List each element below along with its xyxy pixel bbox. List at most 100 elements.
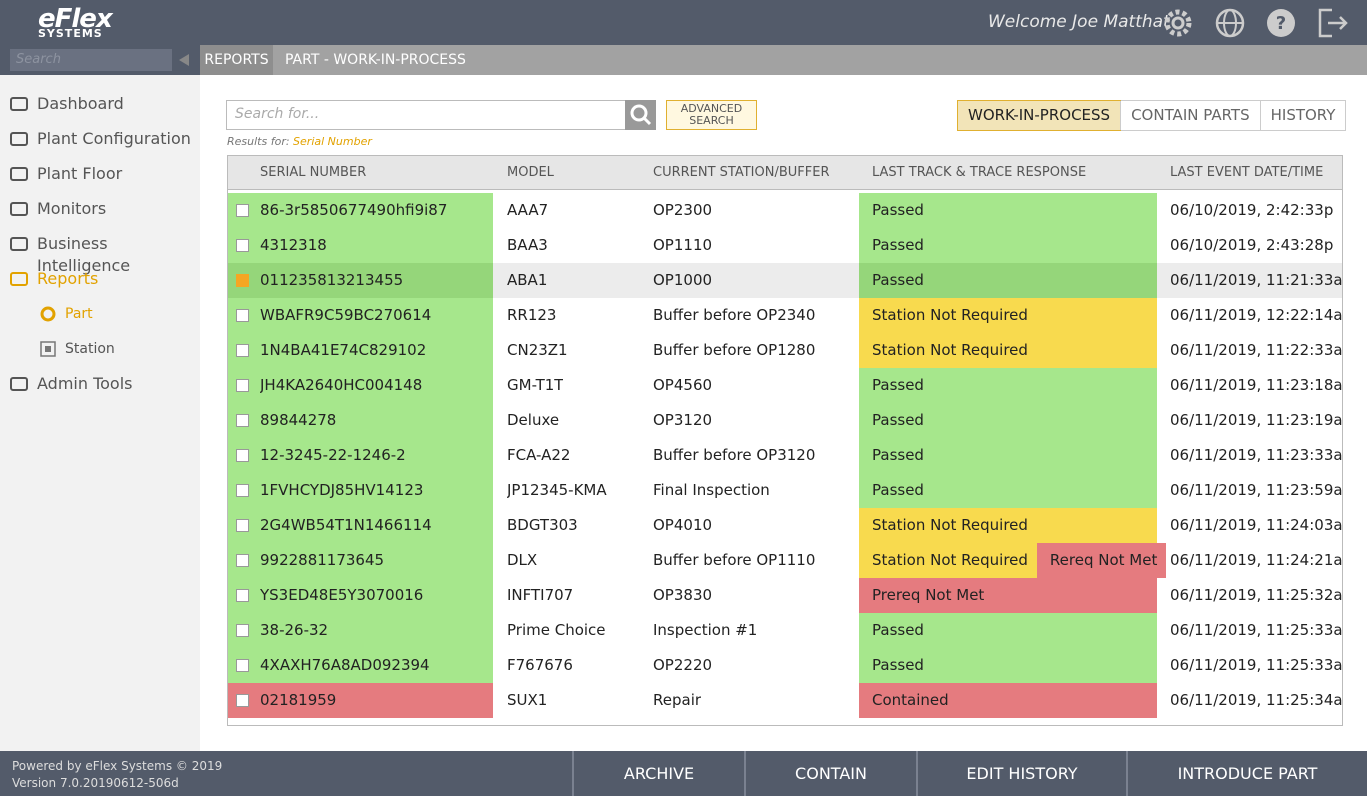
serial-bg <box>228 613 493 648</box>
table-row[interactable]: 2G4WB54T1N1466114 BDGT303 OP4010 Station No… <box>228 508 1342 543</box>
serial: 011235813213455 <box>260 271 404 289</box>
date: 06/11/2019, 11:24:21a <box>1170 551 1343 569</box>
footer: Powered by eFlex Systems © 2019 Version … <box>0 751 1367 796</box>
checkbox[interactable] <box>236 239 249 252</box>
checkbox[interactable] <box>236 624 249 637</box>
advanced-search[interactable]: ADVANCED SEARCH <box>666 100 757 130</box>
checkbox[interactable] <box>236 554 249 567</box>
nav-item[interactable]: Admin Tools <box>37 374 133 393</box>
model: BDGT303 <box>507 516 578 534</box>
nav-item[interactable]: Monitors <box>37 199 107 218</box>
table-row[interactable]: 38-26-32 Prime Choice Inspection #1 Passed 0… <box>228 613 1343 648</box>
table-row[interactable]: 1N4BA41E74C829102 CN23Z1 Buffer before OP1… <box>228 333 1342 368</box>
sidebar-search[interactable]: Search <box>10 49 172 71</box>
checkbox[interactable] <box>236 449 249 462</box>
responses: Passed <box>859 263 1157 298</box>
table-row[interactable]: 12-3245-22-1246-2 FCA-A22 Buffer before OP… <box>228 438 1342 473</box>
station: Buffer before OP1280 <box>653 341 816 359</box>
table-row[interactable]: 89844278 Deluxe OP3120 Passed 06/11/2019, 11… <box>228 403 1343 438</box>
table-row[interactable]: 4312318 BAA3 OP1110 Passed 06/10/2019, 2:43:… <box>228 228 1342 263</box>
station: Buffer before OP2340 <box>653 306 816 324</box>
nav-item[interactable]: Station <box>65 341 115 357</box>
footer-button[interactable]: EDIT HISTORY <box>916 751 1126 796</box>
nav-item[interactable]: Reports <box>37 269 99 288</box>
checkbox[interactable] <box>236 484 249 497</box>
column-header: SERIAL NUMBER <box>260 165 367 180</box>
breadcrumb: REPORTS PART - WORK-IN-PROCESS <box>200 45 1367 75</box>
station: Inspection #1 <box>653 621 758 639</box>
table-row[interactable]: 011235813213455 ABA1 OP1000 Passed 06/11/201… <box>228 263 1342 298</box>
date: 06/11/2019, 11:25:33a <box>1170 621 1343 639</box>
serial-bg <box>228 263 493 298</box>
response: Passed <box>859 228 1157 263</box>
response: Passed <box>859 403 1157 438</box>
date: 06/11/2019, 11:23:19a <box>1170 411 1343 429</box>
table-row[interactable]: 86-3r5850677490hfi9i87 AAA7 OP2300 Passed 06… <box>228 193 1342 228</box>
tab[interactable]: HISTORY <box>1259 101 1346 130</box>
tab[interactable]: CONTAIN PARTS <box>1120 101 1260 130</box>
header-icons[interactable]: ? <box>1160 6 1350 40</box>
nav-icon <box>10 202 28 216</box>
checkbox[interactable] <box>236 519 249 532</box>
date: 06/10/2019, 2:42:33p <box>1170 201 1334 219</box>
checkbox[interactable] <box>236 414 249 427</box>
nav-item[interactable]: Plant Configuration <box>37 129 191 148</box>
response: Passed <box>859 473 1157 508</box>
footer-button[interactable]: ARCHIVE <box>572 751 744 796</box>
checkbox[interactable] <box>236 379 249 392</box>
response: Rereq Not Met <box>1036 543 1167 578</box>
station: OP3830 <box>653 586 713 604</box>
crumb[interactable]: REPORTS <box>200 45 273 75</box>
responses: Passed <box>859 613 1157 648</box>
nav-item[interactable]: Dashboard <box>37 94 124 113</box>
checkbox[interactable] <box>236 344 249 357</box>
model: CN23Z1 <box>507 341 568 359</box>
nav-item[interactable]: Plant Floor <box>37 164 123 183</box>
nav-item[interactable]: Business Intelligence <box>37 234 131 275</box>
serial: 2G4WB54T1N1466114 <box>260 516 432 534</box>
serial: 02181959 <box>260 691 337 709</box>
search-input[interactable]: Search for... <box>226 100 626 130</box>
nav-item[interactable]: Part <box>65 306 93 322</box>
checkbox[interactable] <box>236 659 249 672</box>
model: Prime Choice <box>507 621 606 639</box>
footer-button[interactable]: INTRODUCE PART <box>1126 751 1367 796</box>
responses: Prereq Not Met <box>859 578 1157 613</box>
table-row[interactable]: 02181959 SUX1 Repair Contained 06/11/2019, 1… <box>228 683 1342 718</box>
serial-bg <box>228 473 493 508</box>
checkbox[interactable] <box>236 204 249 217</box>
model: SUX1 <box>507 691 548 709</box>
serial: 9922881173645 <box>260 551 385 569</box>
table-row[interactable]: WBAFR9C59BC270614 RR123 Buffer before OP23… <box>228 298 1342 333</box>
table-row[interactable]: 4XAXH76A8AD092394 F767676 OP2220 Passed 06/1… <box>228 648 1342 683</box>
responses: Passed <box>859 403 1157 438</box>
nav-icon <box>40 306 56 322</box>
collapse-icon[interactable] <box>178 54 190 66</box>
checkbox[interactable] <box>236 694 249 707</box>
footer-button[interactable]: CONTAIN <box>744 751 916 796</box>
responses: Passed <box>859 193 1157 228</box>
station: OP1000 <box>653 271 713 289</box>
sidebar-search-bar: Search <box>0 45 200 75</box>
results-for: Results for: Serial Number <box>227 135 372 148</box>
checkbox[interactable] <box>236 309 249 322</box>
header: eFlex SYSTEMS Welcome Joe Matthat ? <box>0 0 1367 45</box>
serial: 1N4BA41E74C829102 <box>260 341 427 359</box>
table-row[interactable]: 9922881173645 DLX Buffer before OP1110 Stat… <box>228 543 1343 578</box>
date: 06/11/2019, 11:23:18a <box>1170 376 1343 394</box>
table-row[interactable]: JH4KA2640HC004148 GM-T1T OP4560 Passed 06/11… <box>228 368 1343 403</box>
search-button[interactable] <box>625 100 656 130</box>
responses: Contained <box>859 683 1157 718</box>
table-row[interactable]: 1FVHCYDJ85HV14123 JP12345-KMA Final Inspec… <box>228 473 1342 508</box>
checkbox[interactable] <box>236 274 249 287</box>
nav-icon <box>10 377 28 391</box>
nav-icon <box>10 97 28 111</box>
model: AAA7 <box>507 201 549 219</box>
logo-sub: SYSTEMS <box>38 27 103 40</box>
tab[interactable]: WORK-IN-PROCESS <box>956 100 1122 131</box>
serial-bg <box>228 543 493 578</box>
station: Buffer before OP1110 <box>653 551 816 569</box>
checkbox[interactable] <box>236 589 249 602</box>
date: 06/11/2019, 11:25:32a <box>1170 586 1343 604</box>
table-row[interactable]: YS3ED48E5Y3070016 INFTI707 OP3830 Prereq No… <box>228 578 1343 613</box>
